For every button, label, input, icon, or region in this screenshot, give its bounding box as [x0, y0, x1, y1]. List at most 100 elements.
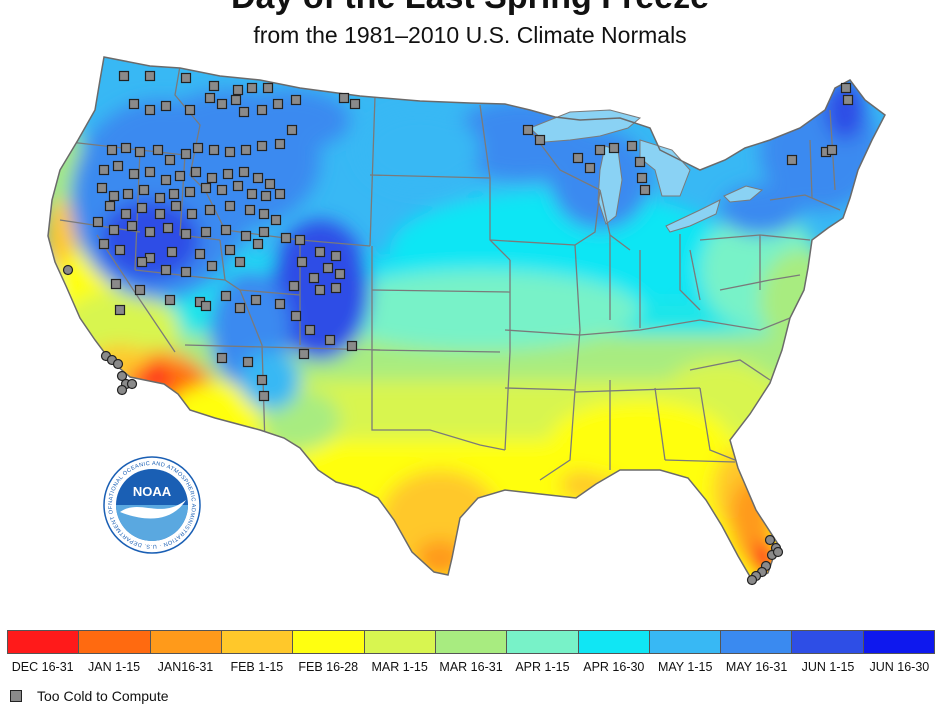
legend-labels: DEC 16-31 JAN 1-15 JAN16-31 FEB 1-15 FEB 16-…: [7, 660, 935, 674]
too-cold-marker: [160, 100, 172, 112]
too-cold-marker: [294, 234, 306, 246]
legend-swatch: [863, 631, 935, 653]
too-cold-marker: [572, 152, 584, 164]
freeze-map: NATIONAL OCEANIC AND ATMOSPHERIC ADMINIS…: [0, 0, 886, 586]
legend-swatch: [79, 631, 151, 653]
too-cold-marker: [252, 238, 264, 250]
too-cold-marker: [220, 224, 232, 236]
too-cold-marker: [338, 92, 350, 104]
too-cold-marker: [222, 168, 234, 180]
too-cold-marker: [154, 192, 166, 204]
legend-swatch: [507, 631, 579, 653]
too-cold-marker: [280, 232, 292, 244]
too-cold-marker: [264, 178, 276, 190]
too-cold-marker: [154, 208, 166, 220]
too-cold-marker: [220, 290, 232, 302]
too-cold-marker: [112, 160, 124, 172]
too-cold-marker: [118, 70, 130, 82]
too-cold-marker: [346, 340, 358, 352]
too-cold-marker: [144, 166, 156, 178]
too-cold-marker: [174, 170, 186, 182]
too-cold-marker: [108, 224, 120, 236]
too-cold-marker: [256, 374, 268, 386]
too-cold-marker: [234, 256, 246, 268]
too-cold-marker: [324, 334, 336, 346]
too-cold-marker: [288, 280, 300, 292]
too-cold-marker: [256, 104, 268, 116]
too-cold-marker: [164, 294, 176, 306]
too-cold-marker: [290, 310, 302, 322]
too-cold-marker: [216, 352, 228, 364]
too-cold-marker: [240, 230, 252, 242]
too-cold-marker: [180, 72, 192, 84]
too-cold-marker: [626, 140, 638, 152]
too-cold-marker: [200, 300, 212, 312]
too-cold-marker: [772, 546, 784, 558]
too-cold-marker: [258, 390, 270, 402]
too-cold-marker: [272, 98, 284, 110]
legend-label: FEB 1-15: [230, 660, 284, 674]
too-cold-marker: [252, 172, 264, 184]
too-cold-marker: [134, 146, 146, 158]
too-cold-marker: [116, 384, 128, 396]
too-cold-marker: [204, 204, 216, 216]
legend-swatch: [578, 631, 650, 653]
too-cold-marker: [270, 214, 282, 226]
too-cold-marker: [170, 200, 182, 212]
too-cold-marker: [128, 168, 140, 180]
too-cold-marker: [242, 356, 254, 368]
too-cold-marker: [232, 84, 244, 96]
too-cold-marker: [298, 348, 310, 360]
too-cold-marker: [240, 144, 252, 156]
legend-swatch: [364, 631, 436, 653]
too-cold-marker: [216, 98, 228, 110]
too-cold-marker: [764, 534, 776, 546]
too-cold-marker: [92, 216, 104, 228]
too-cold-marker: [122, 188, 134, 200]
too-cold-marker: [224, 200, 236, 212]
too-cold-label: Too Cold to Compute: [37, 688, 169, 704]
too-cold-marker: [308, 272, 320, 284]
too-cold-marker: [290, 94, 302, 106]
legend-color-bar: [7, 630, 935, 654]
legend-swatch: [221, 631, 294, 653]
too-cold-marker: [168, 188, 180, 200]
too-cold-marker: [96, 182, 108, 194]
too-cold-marker: [120, 142, 132, 154]
too-cold-marker: [106, 144, 118, 156]
too-cold-marker: [296, 256, 308, 268]
legend-label: JUN 1-15: [801, 660, 855, 674]
too-cold-marker: [200, 182, 212, 194]
too-cold-marker: [186, 208, 198, 220]
legend-swatch: [435, 631, 508, 653]
too-cold-marker: [194, 248, 206, 260]
too-cold-marker: [164, 154, 176, 166]
legend-swatch: [721, 631, 793, 653]
too-cold-marker: [238, 166, 250, 178]
too-cold-marker: [594, 144, 606, 156]
too-cold-marker: [250, 294, 262, 306]
too-cold-marker: [114, 244, 126, 256]
too-cold-marker: [110, 278, 122, 290]
too-cold-marker: [842, 94, 854, 106]
legend-label: MAY 16-31: [725, 660, 788, 674]
too-cold-marker: [112, 358, 124, 370]
too-cold-marker: [98, 238, 110, 250]
too-cold-marker: [840, 82, 852, 94]
too-cold-marker: [634, 156, 646, 168]
too-cold-marker: [208, 144, 220, 156]
too-cold-marker: [216, 184, 228, 196]
too-cold-marker: [180, 148, 192, 160]
too-cold-marker: [314, 246, 326, 258]
legend-label: MAR 16-31: [439, 660, 503, 674]
map-subtitle: from the 1981–2010 U.S. Climate Normals: [253, 22, 687, 48]
too-cold-marker: [584, 162, 596, 174]
us-outline: [47, 56, 886, 581]
too-cold-marker: [330, 250, 342, 262]
legend-swatch: [792, 631, 864, 653]
too-cold-marker: [534, 134, 546, 146]
too-cold-marker: [108, 190, 120, 202]
legend-label: MAR 1-15: [371, 660, 428, 674]
too-cold-marker: [136, 202, 148, 214]
too-cold-marker: [152, 144, 164, 156]
